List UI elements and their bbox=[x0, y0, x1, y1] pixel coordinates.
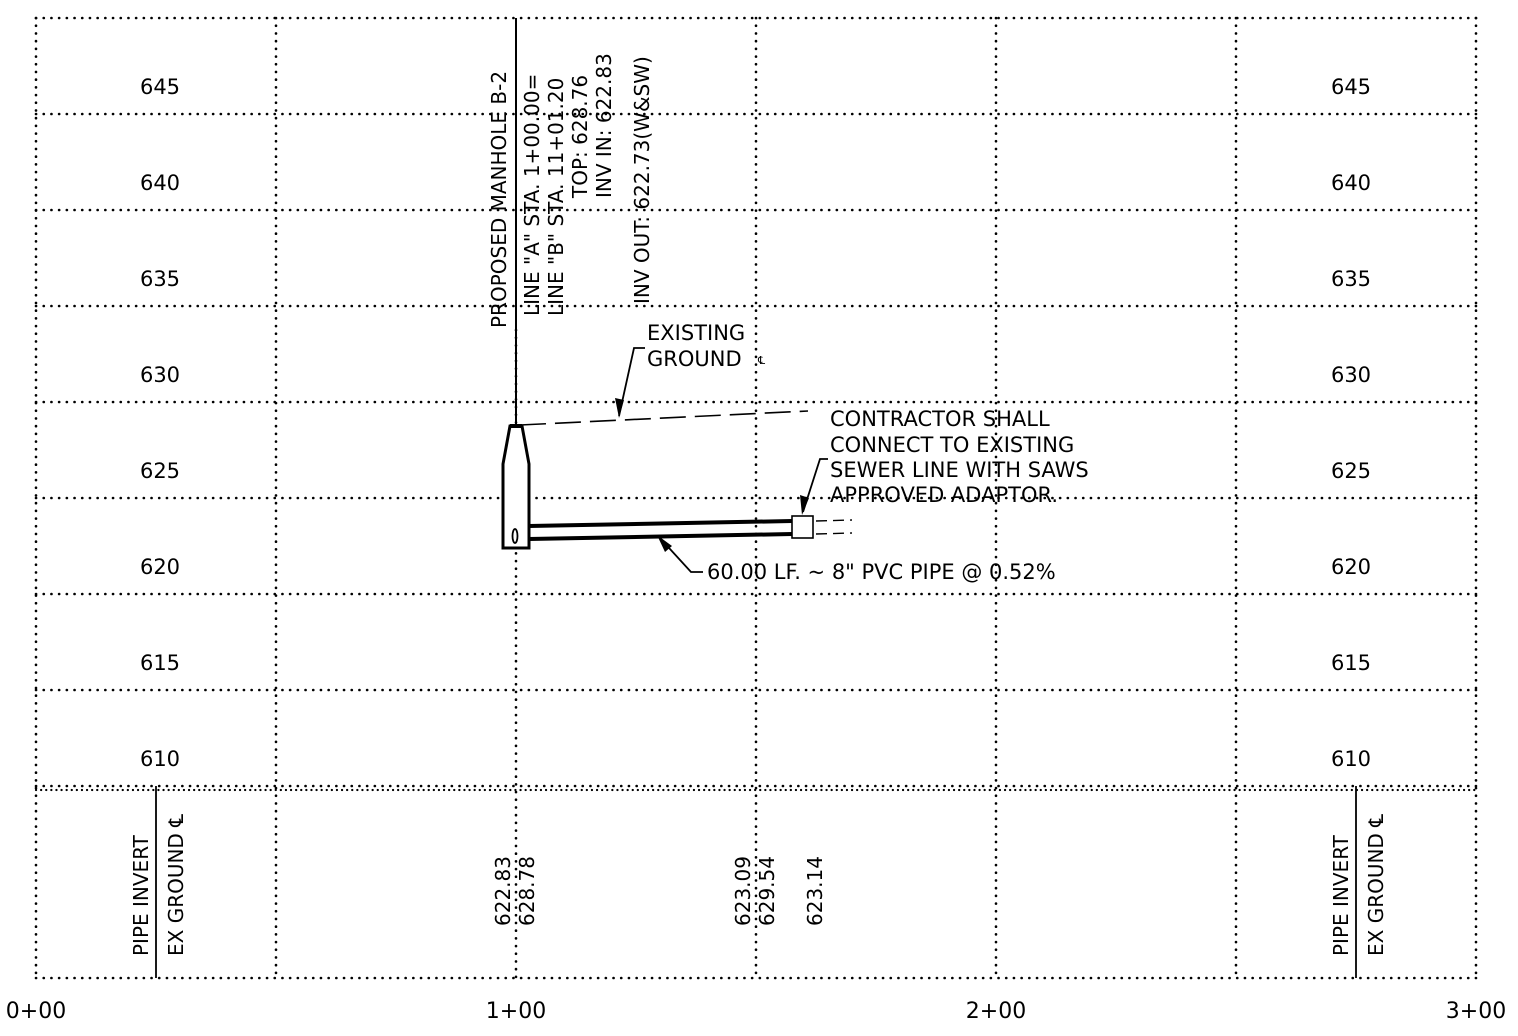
pipe-invert-value: 623.09 bbox=[731, 856, 755, 926]
pipe-callout: 60.00 LF. ~ 8" PVC PIPE @ 0.52% bbox=[657, 535, 1056, 584]
contractor-note-line: SEWER LINE WITH SAWS bbox=[830, 458, 1089, 482]
contractor-note-line: CONNECT TO EXISTING bbox=[830, 433, 1074, 457]
manhole-label-line: LINE "B" STA. 11+01.20 bbox=[544, 78, 568, 316]
existing-sewer-line bbox=[815, 532, 853, 535]
elevation-label: 635 bbox=[140, 267, 180, 291]
elevation-label: 625 bbox=[140, 459, 180, 483]
elevation-label: 645 bbox=[140, 75, 180, 99]
adaptor-box bbox=[791, 515, 814, 539]
elevation-label: 640 bbox=[1331, 171, 1371, 195]
station-label: 0+00 bbox=[6, 999, 66, 1024]
row-label-pipe-invert: PIPE INVERT bbox=[129, 834, 153, 956]
contractor-note-line: APPROVED ADAPTOR. bbox=[830, 483, 1058, 507]
elevation-label: 620 bbox=[1331, 555, 1371, 579]
elevation-label: 640 bbox=[140, 171, 180, 195]
elevation-label: 645 bbox=[1331, 75, 1371, 99]
elevation-labels-left: 645 640 635 630 625 620 615 610 bbox=[140, 75, 180, 771]
manhole-label-line: LINE "A" STA. 1+00.00= bbox=[520, 74, 544, 316]
elevation-label: 615 bbox=[140, 651, 180, 675]
pipe-invert-value: 623.14 bbox=[803, 856, 827, 926]
station-label: 1+00 bbox=[486, 999, 546, 1024]
manhole-label: PROPOSED MANHOLE B-2 LINE "A" STA. 1+00.… bbox=[487, 53, 654, 328]
elevation-label: 610 bbox=[1331, 747, 1371, 771]
centerline-symbol: ℄ bbox=[757, 354, 765, 367]
station-labels: 0+00 1+00 2+00 3+00 bbox=[6, 999, 1506, 1024]
existing-ground-label: GROUND bbox=[647, 347, 742, 371]
pipe-label: 60.00 LF. ~ 8" PVC PIPE @ 0.52% bbox=[707, 560, 1056, 584]
station-label: 2+00 bbox=[966, 999, 1026, 1024]
contractor-note: CONTRACTOR SHALL CONNECT TO EXISTING SEW… bbox=[800, 407, 1089, 515]
manhole-label-line: PROPOSED MANHOLE B-2 bbox=[487, 71, 511, 328]
contractor-note-arrowhead bbox=[800, 495, 809, 515]
pipe-invert-value: 622.83 bbox=[491, 856, 515, 926]
existing-sewer-line bbox=[815, 519, 853, 522]
elevation-label: 635 bbox=[1331, 267, 1371, 291]
existing-ground-line bbox=[519, 410, 809, 426]
manhole-label-line: INV OUT: 622.73(W&SW) bbox=[630, 56, 654, 304]
existing-ground-arrowhead bbox=[615, 398, 624, 418]
existing-ground-callout: EXISTING GROUND ℄ bbox=[615, 321, 765, 418]
pipe-arrowhead bbox=[657, 535, 672, 552]
proposed-pvc-pipe bbox=[528, 515, 853, 541]
ex-ground-value: 628.78 bbox=[515, 856, 539, 926]
existing-ground-label: EXISTING bbox=[647, 321, 745, 345]
row-label-pipe-invert: PIPE INVERT bbox=[1329, 834, 1353, 956]
contractor-note-line: CONTRACTOR SHALL bbox=[830, 407, 1050, 431]
manhole-label-line: INV IN: 622.83 bbox=[592, 53, 616, 198]
contractor-note-leader bbox=[802, 458, 828, 513]
ex-ground-value: 629.54 bbox=[755, 856, 779, 926]
elevation-label: 630 bbox=[1331, 363, 1371, 387]
manhole-label-line: TOP: 628.76 bbox=[568, 75, 592, 199]
elevation-label: 610 bbox=[140, 747, 180, 771]
pipe-leader bbox=[658, 536, 703, 573]
elevation-label: 615 bbox=[1331, 651, 1371, 675]
elevation-label: 630 bbox=[140, 363, 180, 387]
existing-ground-leader bbox=[618, 347, 645, 417]
row-label-ex-ground: EX GROUND ℄ bbox=[164, 814, 188, 956]
station-label: 3+00 bbox=[1446, 999, 1506, 1024]
row-label-ex-ground: EX GROUND ℄ bbox=[1364, 814, 1388, 956]
proposed-manhole bbox=[501, 424, 531, 550]
data-band: PIPE INVERT EX GROUND ℄ PIPE INVERT EX G… bbox=[129, 786, 1388, 978]
elevation-label: 620 bbox=[140, 555, 180, 579]
elevation-labels-right: 645 640 635 630 625 620 615 610 bbox=[1331, 75, 1371, 771]
elevation-label: 625 bbox=[1331, 459, 1371, 483]
